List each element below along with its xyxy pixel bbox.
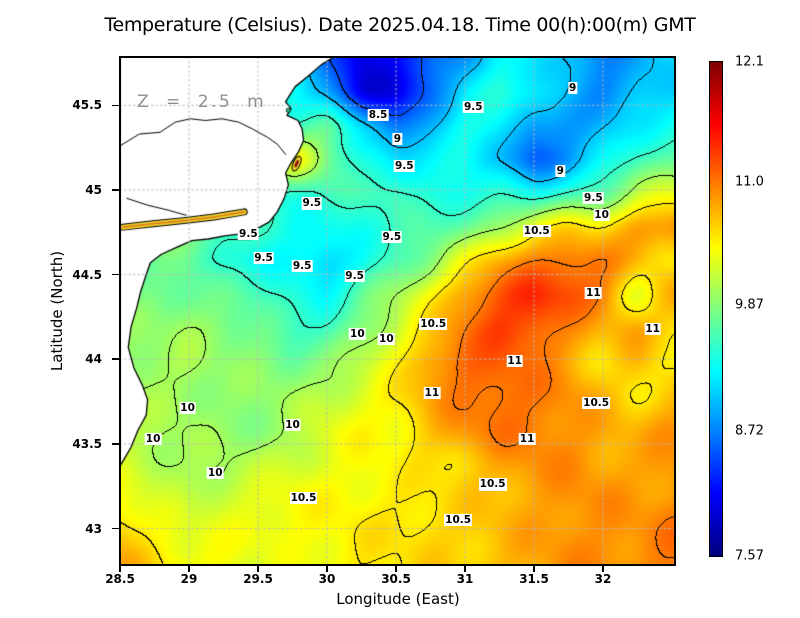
contour-label: 11	[423, 387, 441, 400]
contour-label: 9	[392, 133, 403, 146]
x-tick-mark	[257, 566, 259, 572]
contour-label: 10	[179, 402, 196, 415]
colorbar-tick-label: 8.72	[735, 423, 764, 439]
contour-label: 8.5	[367, 109, 389, 122]
contour-label: 9.5	[344, 270, 365, 283]
y-axis-label: Latitude (North)	[48, 250, 66, 372]
y-tick-label: 44.5	[72, 267, 102, 282]
y-tick-label: 43.5	[72, 436, 102, 451]
y-tick-mark	[112, 104, 119, 106]
contour-label: 10.5	[478, 478, 507, 491]
contour-label: 10	[206, 466, 224, 479]
x-tick-label: 29.5	[243, 572, 273, 586]
y-tick-mark	[112, 273, 119, 276]
colorbar-canvas	[709, 61, 723, 557]
x-tick-mark	[119, 566, 121, 572]
x-tick-mark	[602, 566, 604, 572]
contour-label: 9.5	[381, 231, 403, 244]
figure-title: Temperature (Celsius). Date 2025.04.18. …	[104, 14, 696, 36]
contour-label: 9.5	[238, 227, 259, 240]
contour-label: 9.5	[583, 192, 604, 205]
depth-annotation: Z = 2.5 m	[137, 92, 267, 112]
contour-label: 9	[567, 82, 578, 95]
contour-label: 9.5	[291, 260, 313, 273]
x-tick-label: 32	[594, 572, 612, 586]
contour-label: 11	[644, 322, 661, 335]
contour-label: 11	[506, 354, 523, 367]
contour-label: 10.5	[444, 514, 473, 527]
y-tick-mark	[112, 527, 119, 530]
contour-label: 9	[555, 165, 565, 178]
x-tick-label: 30.5	[381, 572, 411, 586]
contour-label: 10	[349, 327, 366, 340]
contour-label: 9.5	[253, 251, 274, 264]
colorbar-tick-label: 12.1	[735, 54, 764, 70]
contour-label: 10.5	[582, 397, 611, 410]
x-tick-label: 29	[180, 572, 198, 586]
y-tick-label: 45	[85, 182, 102, 197]
contour-label: 10	[284, 419, 301, 432]
contour-label: 10.5	[419, 317, 448, 330]
contour-label: 9.5	[393, 160, 415, 173]
y-tick-mark	[112, 443, 119, 445]
contour-label: 10	[144, 432, 162, 445]
contour-label: 10	[593, 209, 610, 222]
colorbar-tick-label: 7.57	[735, 548, 764, 564]
x-tick-mark	[326, 566, 328, 572]
contour-label: 10	[378, 332, 395, 345]
y-tick-mark	[112, 358, 119, 360]
y-tick-label: 45.5	[72, 98, 102, 113]
contour-label: 11	[518, 432, 536, 445]
x-tick-mark	[395, 566, 397, 572]
x-tick-label: 28.5	[105, 572, 135, 586]
y-tick-mark	[112, 189, 119, 191]
colorbar-tick-label: 9.87	[735, 297, 764, 313]
y-tick-label: 43	[85, 521, 102, 536]
x-tick-mark	[533, 566, 535, 572]
contour-label: 9.5	[301, 197, 323, 210]
contour-label: 10.5	[289, 491, 318, 505]
contour-label: 11	[585, 287, 602, 300]
x-axis-label: Longitude (East)	[336, 590, 460, 608]
contour-label: 9.5	[462, 100, 484, 113]
x-tick-label: 31.5	[519, 572, 549, 586]
contour-label: 10.5	[522, 224, 551, 237]
colorbar-tick-label: 11.0	[735, 174, 764, 190]
x-tick-label: 30	[318, 572, 336, 586]
x-tick-mark	[464, 566, 466, 572]
x-tick-label: 31	[456, 572, 474, 586]
y-tick-label: 44	[85, 352, 102, 367]
x-tick-mark	[188, 566, 190, 572]
